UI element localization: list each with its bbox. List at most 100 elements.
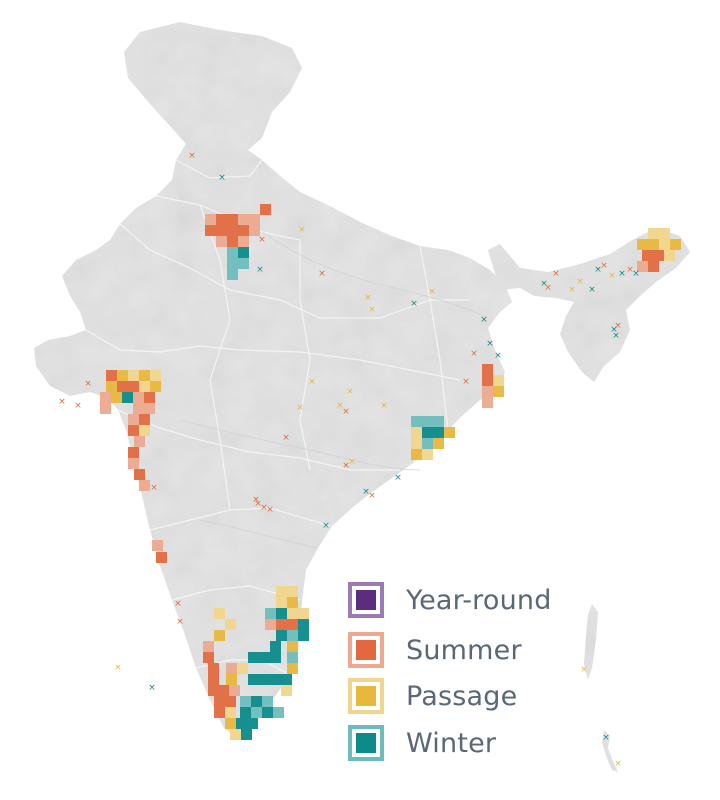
sighting-cross-icon: × — [254, 499, 262, 509]
legend-item-passage: Passage — [348, 676, 517, 716]
year-round-swatch — [348, 582, 384, 618]
occurrence-cell — [493, 386, 504, 397]
rivers — [179, 231, 489, 549]
occurrence-cell — [219, 685, 230, 696]
occurrence-cell — [117, 381, 128, 392]
occurrence-cell — [208, 685, 219, 696]
occurrence-cell — [240, 696, 251, 707]
occurrence-cell — [482, 364, 493, 375]
occurrence-cell — [270, 674, 281, 685]
occurrence-cell — [236, 718, 247, 729]
occurrence-cell — [648, 239, 659, 250]
occurrence-cell — [226, 663, 237, 674]
occurrence-cell — [287, 652, 298, 663]
sighting-cross-icon: × — [486, 339, 494, 349]
occurrence-cell — [203, 652, 214, 663]
occurrence-cell — [208, 674, 219, 685]
occurrence-cell — [433, 438, 444, 449]
occurrence-cell — [150, 381, 161, 392]
occurrence-cell — [287, 608, 298, 619]
sighting-cross-icon: × — [114, 663, 122, 673]
sighting-cross-icon: × — [614, 759, 622, 769]
occurrence-cell — [251, 696, 262, 707]
occurrence-cell — [276, 630, 287, 641]
sighting-cross-icon: × — [342, 461, 350, 471]
occurrence-cell — [433, 416, 444, 427]
occurrence-cell — [227, 236, 238, 247]
occurrence-cell — [444, 427, 455, 438]
sighting-cross-icon: × — [84, 379, 92, 389]
occurrence-cell — [259, 674, 270, 685]
occurrence-cell — [276, 608, 287, 619]
occurrence-cell — [287, 597, 298, 608]
occurrence-cell — [225, 696, 236, 707]
occurrence-cell — [251, 707, 262, 718]
nicobar-islands — [602, 730, 618, 772]
occurrence-cell — [482, 397, 493, 408]
legend-label-summer: Summer — [406, 634, 522, 666]
sighting-cross-icon: × — [308, 377, 316, 387]
sighting-cross-icon: × — [580, 665, 588, 675]
occurrence-cell — [260, 204, 271, 215]
sighting-cross-icon: × — [368, 491, 376, 501]
occurrence-cell — [227, 258, 238, 269]
occurrence-cell — [203, 641, 214, 652]
mainland-india — [34, 22, 512, 738]
occurrence-cell — [214, 608, 225, 619]
occurrence-cell — [238, 258, 249, 269]
occurrence-cell — [227, 269, 238, 280]
winter-swatch — [348, 725, 384, 761]
legend-item-summer: Summer — [348, 630, 522, 670]
occurrence-cell — [208, 663, 219, 674]
sighting-cross-icon: × — [608, 271, 616, 281]
occurrence-cell — [128, 458, 139, 469]
sighting-cross-icon: × — [568, 285, 576, 295]
sighting-cross-icon: × — [594, 265, 602, 275]
occurrence-cell — [276, 586, 287, 597]
occurrence-cell — [133, 403, 144, 414]
legend-label-passage: Passage — [406, 680, 518, 712]
occurrence-cell — [276, 619, 287, 630]
occurrence-cell — [642, 250, 653, 261]
occurrence-cell — [225, 619, 236, 630]
sighting-cross-icon: × — [218, 173, 226, 183]
occurrence-cell — [128, 425, 139, 436]
occurrence-cell — [128, 381, 139, 392]
occurrence-cell — [241, 729, 252, 740]
sighting-cross-icon: × — [256, 265, 264, 275]
andaman-islands — [584, 604, 598, 680]
sighting-cross-icon: × — [470, 349, 478, 359]
sighting-cross-icon: × — [298, 225, 306, 235]
sighting-cross-icon: × — [544, 283, 552, 293]
sighting-cross-icon: × — [576, 277, 584, 287]
occurrence-cell — [482, 375, 493, 386]
occurrence-cell — [139, 414, 150, 425]
occurrence-cell — [139, 370, 150, 381]
sighting-cross-icon: × — [282, 433, 290, 443]
occurrence-cell — [411, 416, 422, 427]
occurrence-cell — [111, 392, 122, 403]
occurrence-cell — [653, 250, 664, 261]
occurrence-cell — [106, 370, 117, 381]
occurrence-cell — [262, 707, 273, 718]
occurrence-cell — [238, 236, 249, 247]
sighting-cross-icon: × — [74, 401, 82, 411]
summer-swatch — [348, 632, 384, 668]
sighting-cross-icon: × — [394, 473, 402, 483]
sighting-cross-icon: × — [362, 487, 370, 497]
occurrence-cell — [287, 619, 298, 630]
sighting-cross-icon: × — [448, 431, 456, 441]
occurrence-cell — [133, 392, 144, 403]
occurrence-cell — [664, 250, 675, 261]
legend-label-winter: Winter — [406, 727, 497, 759]
occurrence-cell — [670, 239, 681, 250]
occurrence-cell — [637, 261, 648, 272]
occurrence-cell — [411, 449, 422, 460]
occurrence-cell — [216, 214, 227, 225]
occurrence-cell — [128, 370, 139, 381]
occurrence-cell — [276, 597, 287, 608]
occurrence-cell — [134, 436, 145, 447]
sighting-cross-icon: × — [380, 401, 388, 411]
occurrence-cell — [659, 228, 670, 239]
